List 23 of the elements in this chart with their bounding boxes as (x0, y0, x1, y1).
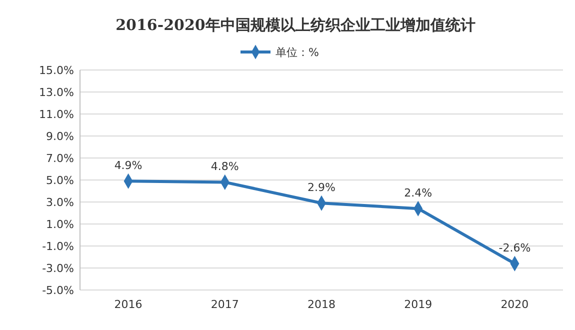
x-tick-label: 2020 (500, 298, 529, 311)
data-label: -2.6% (498, 242, 531, 255)
data-label: 4.9% (114, 159, 142, 172)
x-tick-label: 2019 (404, 298, 432, 311)
y-tick-label: -3.0% (42, 262, 74, 275)
x-tick-label: 2017 (210, 298, 239, 311)
y-tick-label: 9.0% (46, 130, 74, 143)
y-tick-label: 13.0% (39, 86, 74, 99)
legend-label: 单位：% (276, 46, 319, 59)
data-label: 2.9% (308, 181, 336, 194)
y-tick-label: 1.0% (46, 218, 74, 231)
x-tick-label: 2018 (308, 298, 336, 311)
data-label: 4.8% (210, 160, 239, 174)
y-tick-label: 15.0% (39, 64, 74, 77)
y-tick-label: -1.0% (42, 240, 74, 253)
y-tick-label: 7.0% (46, 152, 74, 165)
x-tick-label: 2016 (114, 298, 142, 311)
data-label: 2.4% (404, 186, 432, 200)
y-tick-label: 11.0% (39, 108, 74, 121)
y-tick-label: 5.0% (46, 174, 74, 187)
y-tick-label: -5.0% (42, 284, 74, 297)
chart-title: 2016-2020年中国规模以上纺织企业工业增加值统计 (116, 16, 476, 34)
y-tick-label: 3.0% (46, 196, 74, 209)
